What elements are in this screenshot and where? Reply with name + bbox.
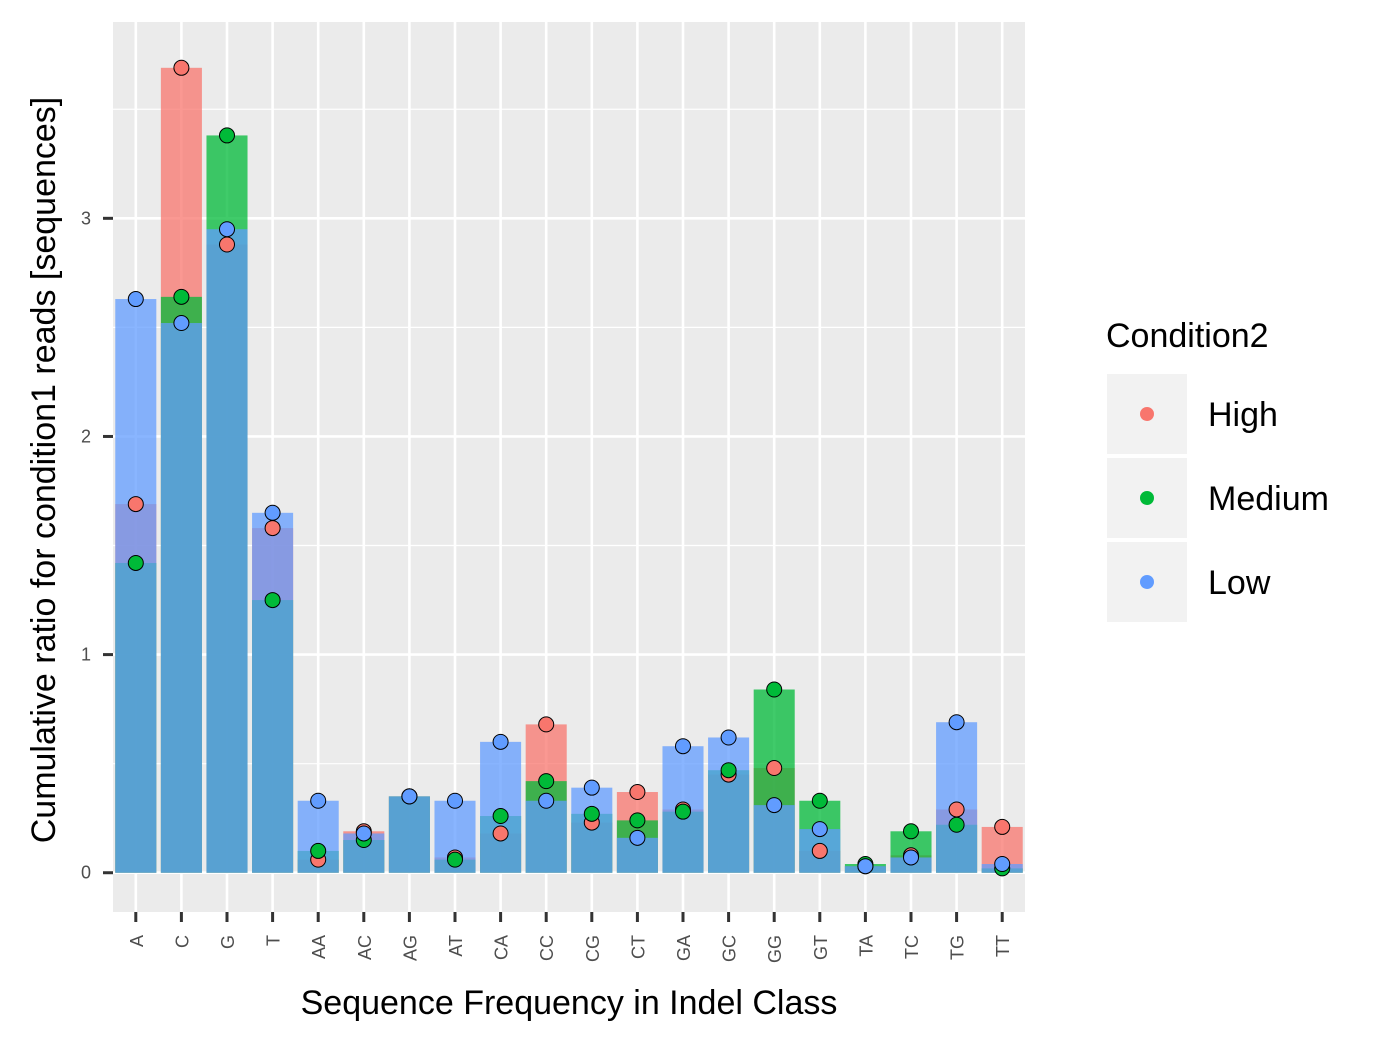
bar-low-C xyxy=(160,323,202,873)
point-low-AC xyxy=(355,825,372,842)
point-low-TG xyxy=(948,714,965,731)
point-low-GA xyxy=(675,738,691,755)
point-low-AG xyxy=(401,788,418,805)
point-medium-C xyxy=(173,288,190,305)
point-medium-A xyxy=(127,554,144,571)
bar-low-CC xyxy=(525,800,567,873)
x-tick-label-CT: CT xyxy=(628,935,648,959)
point-medium-AT xyxy=(447,851,463,868)
point-high-CC xyxy=(538,716,555,733)
point-high-GG xyxy=(766,760,783,777)
legend-label-high: High xyxy=(1208,396,1278,434)
point-medium-GT xyxy=(811,792,828,809)
x-tick-label-AT: AT xyxy=(446,935,466,957)
bar-low-CA xyxy=(480,741,522,873)
point-low-GC xyxy=(720,729,737,746)
legend-swatch-low xyxy=(1140,575,1154,589)
panel-background xyxy=(113,22,1025,912)
point-medium-T xyxy=(264,592,281,609)
x-tick-label-C: C xyxy=(172,935,192,948)
point-low-G xyxy=(219,221,235,238)
points xyxy=(127,59,1011,877)
bar-low-G xyxy=(206,229,248,873)
y-tick-label: 3 xyxy=(81,208,91,228)
point-medium-G xyxy=(219,127,235,144)
x-tick-label-GC: GC xyxy=(720,935,740,962)
point-medium-CG xyxy=(583,805,600,822)
y-tick-label: 0 xyxy=(81,863,91,883)
y-tick-label: 2 xyxy=(81,426,91,446)
x-tick-label-GG: GG xyxy=(765,935,785,963)
plot-panel xyxy=(113,22,1025,912)
point-low-C xyxy=(173,315,190,332)
bar-low-A xyxy=(115,299,157,873)
point-high-GT xyxy=(811,842,828,859)
y-tick-label: 1 xyxy=(81,645,91,665)
point-low-CT xyxy=(629,829,646,846)
point-medium-CA xyxy=(492,808,509,825)
legend-swatch-medium xyxy=(1140,491,1154,505)
x-tick-label-TC: TC xyxy=(902,935,922,959)
point-high-TT xyxy=(994,818,1011,835)
legend-label-medium: Medium xyxy=(1208,480,1329,518)
bar-low-GG xyxy=(753,805,795,873)
point-medium-AA xyxy=(310,842,327,859)
point-high-G xyxy=(219,236,235,253)
point-high-T xyxy=(264,520,281,537)
point-low-TC xyxy=(903,849,919,866)
x-tick-label-GA: GA xyxy=(674,935,694,961)
point-low-TA xyxy=(857,858,874,875)
point-high-CT xyxy=(629,784,646,801)
point-medium-GC xyxy=(720,762,737,779)
point-medium-GG xyxy=(766,681,783,698)
x-tick-label-TT: TT xyxy=(993,935,1013,957)
point-low-GT xyxy=(811,821,828,838)
bar-low-T xyxy=(252,512,294,873)
point-low-AT xyxy=(447,792,463,809)
point-high-A xyxy=(127,496,144,513)
point-high-C xyxy=(173,59,190,76)
x-tick-label-T: T xyxy=(264,935,284,946)
point-low-T xyxy=(264,504,281,521)
point-medium-CT xyxy=(629,812,646,829)
x-tick-label-CC: CC xyxy=(537,935,557,961)
point-medium-GA xyxy=(675,803,691,820)
point-high-TG xyxy=(948,801,965,818)
bar-low-AG xyxy=(388,796,430,873)
point-low-TT xyxy=(994,856,1011,873)
x-tick-label-A: A xyxy=(127,935,147,947)
x-axis-title: Sequence Frequency in Indel Class xyxy=(301,984,838,1022)
legend-title: Condition2 xyxy=(1106,317,1269,355)
point-low-CC xyxy=(538,792,555,809)
point-low-CG xyxy=(583,779,600,796)
x-tick-label-CA: CA xyxy=(492,935,512,960)
x-tick-label-AA: AA xyxy=(309,935,329,959)
point-high-CA xyxy=(492,825,509,842)
legend-swatch-high xyxy=(1140,407,1154,421)
x-tick-label-TA: TA xyxy=(856,935,876,957)
x-tick-label-TG: TG xyxy=(948,935,968,960)
x-tick-label-CG: CG xyxy=(583,935,603,962)
point-low-CA xyxy=(492,733,509,750)
legend-label-low: Low xyxy=(1208,564,1271,602)
point-medium-CC xyxy=(538,773,555,790)
x-tick-label-AC: AC xyxy=(355,935,375,960)
point-low-AA xyxy=(310,792,327,809)
point-low-A xyxy=(127,291,144,308)
x-tick-label-GT: GT xyxy=(811,935,831,960)
x-tick-label-G: G xyxy=(218,935,238,949)
legend: Condition2 High Medium Low xyxy=(1106,317,1329,622)
x-tick-label-AG: AG xyxy=(400,935,420,961)
point-low-GG xyxy=(766,797,783,814)
point-medium-TC xyxy=(903,823,919,840)
bar-low-GC xyxy=(708,737,750,873)
bar-low-TG xyxy=(936,722,978,873)
point-medium-TG xyxy=(948,816,965,833)
bars xyxy=(115,67,1023,873)
y-axis-title: Cumulative ratio for condition1 reads [s… xyxy=(25,97,63,844)
